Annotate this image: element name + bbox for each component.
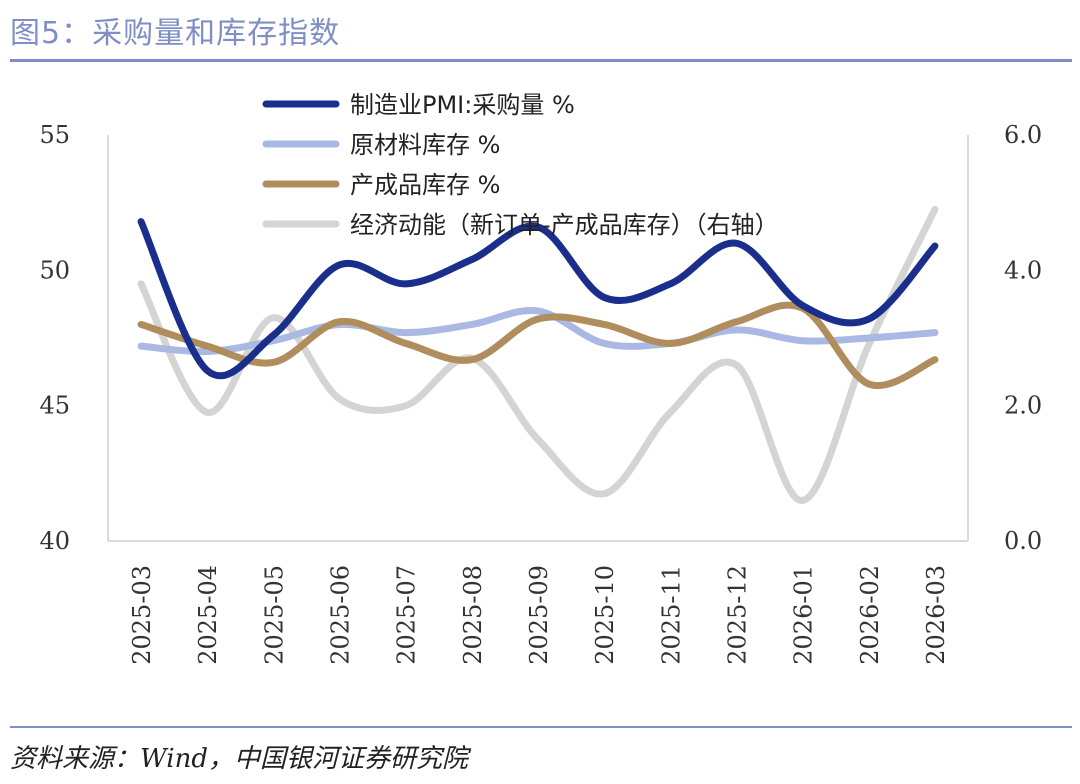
- legend: 制造业PMI:采购量 % 原材料库存 % 产成品库存 % 经济动能（新订单-产成品库存…: [262, 91, 779, 239]
- axes: [107, 135, 969, 542]
- right-axis-tick-label: 4.0: [1004, 256, 1042, 284]
- x-axis-tick-label: 2025-11: [657, 565, 685, 665]
- legend-label: 经济动能（新订单-产成品库存）（右轴）: [350, 211, 779, 239]
- x-axis-tick-label: 2025-08: [459, 565, 487, 665]
- x-axis-tick-label: 2025-04: [194, 565, 222, 665]
- x-axis-tick-label: 2025-06: [327, 565, 355, 665]
- right-axis-tick-label: 2.0: [1004, 392, 1042, 420]
- bottom-divider: [10, 726, 1072, 728]
- legend-label: 制造业PMI:采购量 %: [350, 91, 575, 119]
- left-axis-tick-label: 50: [39, 256, 70, 284]
- left-axis-tick-label: 55: [39, 121, 70, 149]
- left-axis-tick-label: 45: [39, 392, 70, 420]
- x-axis-tick-label: 2025-09: [525, 565, 553, 665]
- series-line-raw-material-inventory: [137, 306, 939, 356]
- series-line-economic-momentum: [137, 205, 939, 504]
- series-lines: [137, 205, 939, 504]
- series-line-pmi-purchase: [137, 218, 939, 380]
- x-axis-tick-label: 2025-12: [723, 565, 751, 665]
- right-axis-tick-label: 0.0: [1004, 527, 1042, 555]
- x-axis-tick-label: 2025-03: [128, 565, 156, 665]
- legend-label: 原材料库存 %: [350, 131, 500, 159]
- x-axis-tick-label: 2026-03: [922, 565, 950, 665]
- chart-title: 图5：采购量和库存指数: [10, 16, 341, 51]
- x-axis-tick-label: 2026-02: [856, 565, 884, 665]
- top-divider: [10, 59, 1072, 62]
- right-axis-tick-label: 6.0: [1004, 121, 1042, 149]
- x-axis-tick-label: 2025-07: [393, 565, 421, 665]
- left-axis-tick-label: 40: [39, 527, 70, 555]
- axis-ticks: 40 45 50 55 0.0 2.0 4.0 6.0 2025-03 2025-04 2025-0…: [39, 121, 1042, 665]
- legend-label: 产成品库存 %: [350, 171, 500, 199]
- x-axis-tick-label: 2025-05: [260, 565, 288, 665]
- x-axis-tick-label: 2026-01: [790, 565, 818, 665]
- x-axis-tick-label: 2025-10: [591, 565, 619, 665]
- source-note: 资料来源：Wind，中国银河证券研究院: [10, 744, 468, 774]
